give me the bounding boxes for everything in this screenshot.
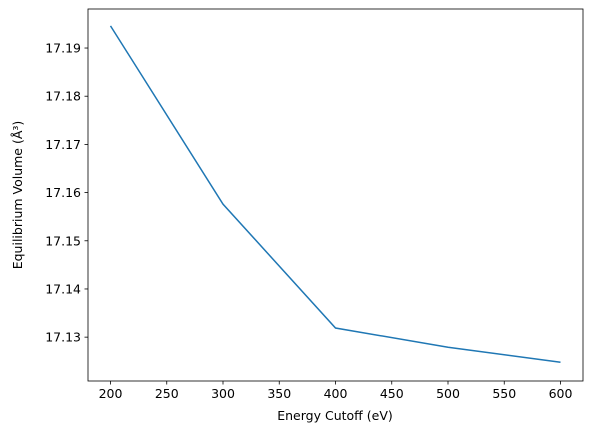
y-tick-label: 17.15	[45, 233, 81, 248]
line	[109, 25, 561, 363]
y-tick-label: 17.16	[45, 185, 81, 200]
x-tick-label: 600	[549, 386, 573, 401]
x-tick-label: 350	[267, 386, 291, 401]
y-axis-label: Equilibrium Volume (Å³)	[10, 121, 25, 270]
y-tick-label: 17.19	[45, 41, 81, 56]
x-axis-label: Energy Cutoff (eV)	[277, 408, 393, 423]
plot-frame	[87, 8, 584, 382]
y-tick-label: 17.17	[45, 137, 81, 152]
x-tick-label: 450	[380, 386, 404, 401]
x-tick-label: 300	[211, 386, 235, 401]
x-tick-label: 550	[492, 386, 516, 401]
x-tick-label: 200	[99, 386, 123, 401]
y-tick-label: 17.18	[45, 89, 81, 104]
x-tick-label: 500	[436, 386, 460, 401]
x-tick-label: 250	[155, 386, 179, 401]
y-tick-label: 17.14	[45, 281, 81, 296]
x-tick-label: 400	[324, 386, 348, 401]
y-tick-label: 17.13	[45, 330, 81, 345]
